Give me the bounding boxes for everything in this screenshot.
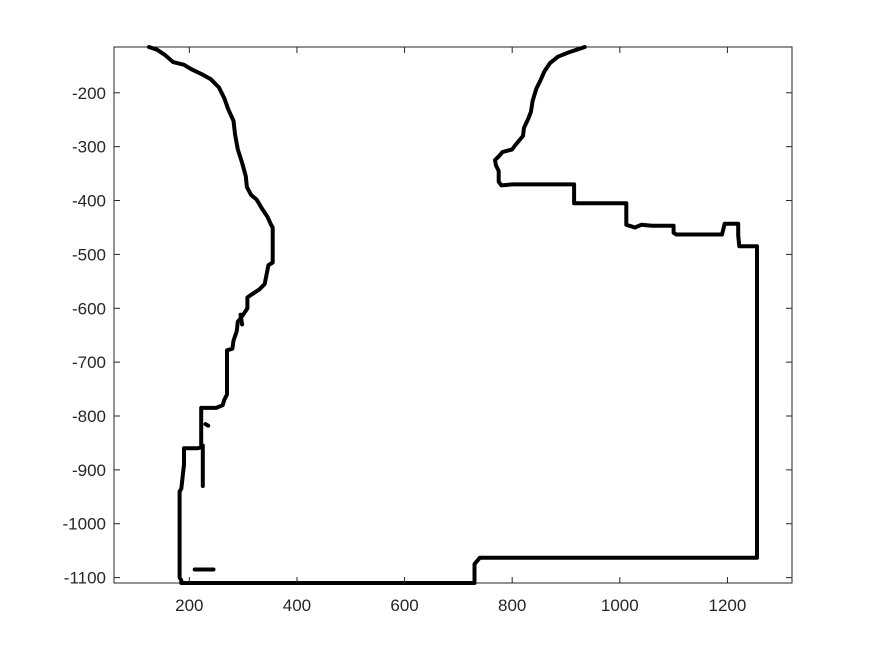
y-tick-label: -500 bbox=[72, 245, 106, 264]
x-tick-label: 1200 bbox=[709, 596, 747, 615]
y-tick-label: -1000 bbox=[63, 515, 106, 534]
y-tick-label: -300 bbox=[72, 138, 106, 157]
series-line-0 bbox=[147, 45, 759, 585]
x-tick-label: 1000 bbox=[601, 596, 639, 615]
x-axis-ticks: 200 400 600 800 1000 1200 bbox=[175, 47, 746, 615]
y-tick-label: -600 bbox=[72, 299, 106, 318]
y-tick-label: -700 bbox=[72, 353, 106, 372]
y-tick-label: -800 bbox=[72, 407, 106, 426]
series-line-3 bbox=[203, 422, 211, 428]
y-tick-label: -900 bbox=[72, 461, 106, 480]
series-line-4 bbox=[238, 312, 245, 327]
plot-area bbox=[113, 46, 793, 584]
x-tick-label: 600 bbox=[390, 596, 418, 615]
x-tick-label: 200 bbox=[175, 596, 203, 615]
y-tick-label: -400 bbox=[72, 192, 106, 211]
x-tick-label: 400 bbox=[283, 596, 311, 615]
y-tick-label: -1100 bbox=[64, 569, 106, 588]
x-tick-label: 800 bbox=[498, 596, 526, 615]
series-layer bbox=[147, 45, 759, 585]
y-axis-ticks: -200 -300 -400 -500 -600 -700 -800 -900 -1000 -11… bbox=[63, 84, 792, 588]
y-tick-label: -200 bbox=[72, 84, 106, 103]
